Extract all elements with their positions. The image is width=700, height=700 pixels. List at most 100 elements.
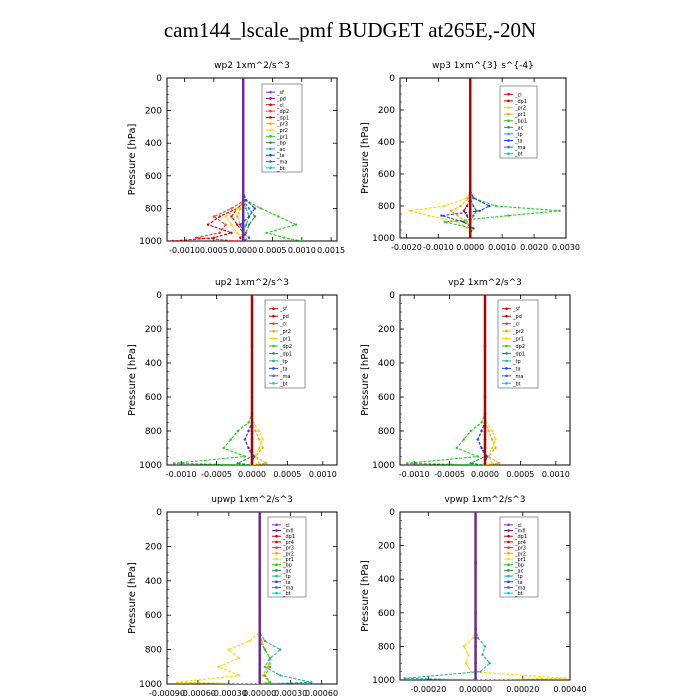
series-point <box>469 429 472 433</box>
series-point <box>472 204 475 208</box>
legend-label: _pr1 <box>279 337 291 343</box>
series-point <box>465 204 469 208</box>
series-point <box>476 438 480 441</box>
x-tick-label: 0.0000 <box>471 470 499 479</box>
series-point <box>253 215 257 218</box>
x-tick-label: -0.0010 <box>169 246 200 255</box>
series-point <box>227 648 230 651</box>
legend-label: _dp1 <box>514 534 527 540</box>
x-tick-label: 0.0010 <box>542 470 570 479</box>
legend-label: _ma <box>514 585 525 591</box>
x-tick-label: 0.00060 <box>305 689 338 698</box>
series-point <box>222 446 225 450</box>
y-axis-label: Pressure [hPa] <box>360 344 371 416</box>
legend-marker <box>507 106 510 109</box>
x-tick-label: 0.0015 <box>317 246 345 255</box>
series-point <box>462 220 465 224</box>
legend-marker <box>272 329 275 333</box>
legend-label: _sf <box>276 90 284 96</box>
y-tick-label: 0 <box>156 74 162 84</box>
series-point <box>171 239 175 241</box>
series-point <box>236 207 239 210</box>
legend-marker <box>507 546 510 549</box>
y-tick-label: 0 <box>156 291 162 301</box>
legend-marker <box>505 307 508 311</box>
series-point <box>237 657 241 660</box>
x-tick-label: 0.0000 <box>229 246 257 255</box>
series-point <box>247 215 251 218</box>
series-point <box>472 196 475 200</box>
series-point <box>261 446 264 450</box>
legend-marker <box>507 119 510 122</box>
legend-marker <box>269 166 272 170</box>
legend-marker <box>505 329 508 333</box>
legend-label: _cl <box>514 523 522 529</box>
legend-marker <box>505 344 508 348</box>
series-point <box>472 214 475 217</box>
legend-label: _bt <box>514 152 523 158</box>
legend-label: _bt <box>512 381 521 387</box>
legend-label: _sf <box>512 307 520 313</box>
series-point <box>244 207 248 210</box>
series-point <box>237 674 241 677</box>
legend-marker <box>269 141 272 144</box>
legend-marker <box>275 534 278 538</box>
series-point <box>472 227 475 230</box>
series-point <box>481 653 484 656</box>
legend-label: _pr2 <box>282 551 294 557</box>
x-tick-label: -0.00090 <box>149 689 185 698</box>
series-point <box>257 438 261 441</box>
series-point <box>230 215 233 218</box>
chart-title: vp2 1xm^2/s^3 <box>448 278 522 288</box>
series-point <box>176 681 179 684</box>
series-point <box>488 662 491 665</box>
series-point <box>277 215 280 218</box>
x-tick-label: 0.00040 <box>553 685 586 694</box>
legend-label: _pr3 <box>276 122 288 128</box>
x-tick-label: -0.0010 <box>166 470 197 479</box>
legend-label: _cl <box>276 103 284 109</box>
legend-marker <box>505 314 508 318</box>
series-point <box>244 199 248 202</box>
series-point <box>236 239 239 241</box>
series-group <box>176 512 313 684</box>
series-group <box>403 512 567 680</box>
y-tick-label: 200 <box>378 106 395 116</box>
legend-label: _dp2 <box>512 344 525 350</box>
legend-label: _pr4 <box>282 540 294 546</box>
chart-title: wp2 1xm^2/s^3 <box>214 61 290 71</box>
series-point <box>467 653 470 656</box>
series-point <box>462 438 465 441</box>
legend-marker <box>269 160 272 163</box>
series-point <box>310 681 313 684</box>
y-tick-label: 0 <box>389 74 395 84</box>
legend-marker <box>269 116 272 119</box>
legend-marker <box>507 552 510 555</box>
legend-label: _bp <box>282 563 292 569</box>
legend-label: _dp2 <box>276 109 289 115</box>
series-line-pr1 <box>484 295 497 465</box>
series-point <box>443 204 446 208</box>
y-axis-label: Pressure [hPa] <box>360 560 371 632</box>
series-point <box>464 662 468 665</box>
legend-marker <box>507 145 510 149</box>
y-tick-label: 400 <box>145 577 162 587</box>
x-tick-label: 0.0000 <box>238 470 266 479</box>
legend-box <box>497 299 539 389</box>
legend-label: _tp <box>514 132 523 138</box>
y-tick-label: 1000 <box>372 234 395 244</box>
legend-marker <box>507 540 510 544</box>
legend-label: _ac <box>282 568 292 574</box>
legend-marker <box>272 374 275 378</box>
series-point <box>456 214 459 217</box>
series-point <box>487 429 490 433</box>
series-point <box>243 438 247 441</box>
series-group <box>172 295 268 465</box>
x-tick-label: -0.00020 <box>410 685 446 694</box>
legend-label: _pr2 <box>276 128 288 134</box>
series-point <box>268 657 272 660</box>
legend-marker <box>507 529 510 532</box>
series-point <box>212 236 216 239</box>
